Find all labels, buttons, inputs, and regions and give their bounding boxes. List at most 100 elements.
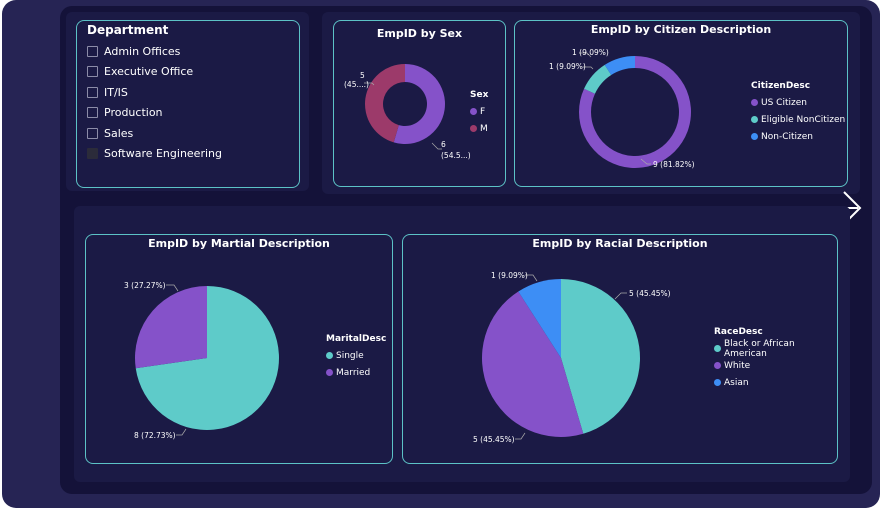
data-label-f-count: 6 — [441, 140, 446, 149]
legend-dot — [751, 133, 758, 140]
data-label-f-pct: (54.5...) — [441, 151, 471, 160]
racial-chart-card[interactable]: EmpID by Racial Description 1 (9.09%) 5 … — [402, 234, 838, 464]
legend-label: White — [724, 360, 751, 371]
label-leader — [525, 274, 538, 282]
checkbox[interactable] — [87, 127, 98, 139]
data-label-black: 5 (45.45%) — [629, 289, 671, 298]
legend-item-white[interactable]: White — [714, 357, 837, 374]
legend-title: CitizenDesc — [751, 81, 811, 91]
label-leader — [176, 428, 187, 436]
slice-f[interactable] — [393, 64, 445, 144]
slice-non-citizen[interactable] — [604, 56, 635, 75]
slicer-list: Admin Offices Executive Office IT/IS Pro… — [87, 41, 222, 164]
chart-title: EmpID by Martial Description — [148, 237, 330, 250]
data-label-asian: 1 (9.09%) — [491, 271, 528, 280]
slicer-item-label: Admin Offices — [104, 44, 181, 58]
label-leader — [640, 158, 651, 165]
legend-label: Eligible NonCitizen — [761, 114, 846, 125]
legend-dot — [714, 345, 721, 352]
slicer-item-label: Production — [104, 106, 163, 120]
slice-white[interactable] — [482, 291, 584, 437]
slicer-item-executive-office[interactable]: Executive Office — [87, 62, 222, 83]
data-label-us-citizen: 9 (81.82%) — [653, 160, 695, 169]
data-label-m-pct: (45....) — [344, 80, 369, 89]
label-leader — [583, 66, 594, 70]
legend-label: Asian — [724, 377, 749, 388]
checkbox[interactable] — [87, 86, 98, 98]
legend-item-m[interactable]: M — [470, 120, 488, 137]
legend-dot — [470, 125, 477, 132]
slicer-item-sales[interactable]: Sales — [87, 123, 222, 144]
legend-item-us-citizen[interactable]: US Citizen — [751, 94, 845, 111]
legend-dot — [326, 369, 333, 376]
citizen-legend: CitizenDesc US Citizen Eligible NonCitiz… — [751, 81, 845, 145]
legend-item-f[interactable]: F — [470, 103, 488, 120]
data-label-eligible: 1 (9.09%) — [549, 62, 586, 71]
legend-label: Non-Citizen — [761, 131, 813, 142]
checkbox-checked[interactable] — [87, 148, 98, 160]
data-label-single: 8 (72.73%) — [134, 431, 176, 440]
slicer-item-label: Software Engineering — [104, 147, 222, 161]
legend-title: MaritalDesc — [326, 334, 387, 344]
slice-eligible-noncitizen[interactable] — [584, 64, 612, 94]
slicer-item-software-engineering[interactable]: Software Engineering — [87, 144, 222, 165]
slice-asian[interactable] — [518, 279, 561, 358]
data-label-m-count: 5 — [360, 71, 365, 80]
legend-label: Single — [336, 350, 364, 361]
sex-chart-card[interactable]: EmpID by Sex 5 (45....) 6 (54.5...) Sex … — [333, 20, 506, 187]
legend-dot — [714, 379, 721, 386]
sex-legend: Sex F M — [470, 90, 488, 137]
slice-single[interactable] — [135, 286, 279, 430]
legend-item-non-citizen[interactable]: Non-Citizen — [751, 128, 845, 145]
marital-chart-card[interactable]: EmpID by Martial Description 3 (27.27%) … — [85, 234, 393, 464]
racial-pie-chart[interactable]: 1 (9.09%) 5 (45.45%) 5 (45.45%) — [403, 235, 839, 465]
marital-pie-chart[interactable]: 3 (27.27%) 8 (72.73%) — [86, 235, 394, 465]
marital-legend: MaritalDesc Single Married — [326, 334, 386, 381]
citizen-chart-card[interactable]: EmpID by Citizen Description 1 (9.09%) 1… — [514, 20, 848, 187]
legend-item-married[interactable]: Married — [326, 364, 386, 381]
legend-dot — [714, 362, 721, 369]
legend-label: Married — [336, 367, 371, 378]
legend-title: RaceDesc — [714, 327, 763, 337]
chart-title: EmpID by Racial Description — [532, 237, 708, 250]
checkbox[interactable] — [87, 45, 98, 57]
legend-title: Sex — [470, 90, 489, 100]
slicer-item-production[interactable]: Production — [87, 103, 222, 124]
slicer-item-admin-offices[interactable]: Admin Offices — [87, 41, 222, 62]
sex-donut-chart[interactable]: 5 (45....) 6 (54.5...) — [334, 21, 507, 188]
chart-title: EmpID by Sex — [376, 27, 463, 40]
label-leader — [166, 284, 179, 292]
slice-black-or-african-american[interactable] — [561, 279, 640, 434]
slicer-item-label: Executive Office — [104, 65, 194, 79]
data-label-white: 5 (45.45%) — [473, 435, 515, 444]
legend-item-asian[interactable]: Asian — [714, 374, 837, 391]
checkbox[interactable] — [87, 66, 98, 78]
label-leader — [364, 82, 375, 86]
slicer-item-label: IT/IS — [104, 85, 128, 99]
slice-m[interactable] — [365, 64, 405, 143]
data-label-non-citizen: 1 (9.09%) — [572, 48, 609, 57]
legend-dot — [751, 116, 758, 123]
data-label-married: 3 (27.27%) — [124, 281, 166, 290]
slicer-item-it-is[interactable]: IT/IS — [87, 82, 222, 103]
label-leader — [614, 292, 627, 300]
legend-item-eligible-noncitizen[interactable]: Eligible NonCitizen — [751, 111, 845, 128]
citizen-donut-chart[interactable]: 1 (9.09%) 1 (9.09%) 9 (81.82%) — [515, 21, 849, 188]
label-leader — [515, 432, 526, 440]
label-leader — [431, 142, 442, 150]
checkbox[interactable] — [87, 107, 98, 119]
slice-married[interactable] — [135, 286, 207, 369]
legend-label: US Citizen — [761, 97, 807, 108]
legend-label: Black or African American — [724, 338, 795, 359]
label-leader — [579, 52, 592, 58]
legend-label: F — [480, 106, 486, 117]
department-slicer: Department Admin Offices Executive Offic… — [76, 20, 300, 188]
legend-dot — [751, 99, 758, 106]
slicer-item-label: Sales — [104, 126, 134, 140]
legend-label: M — [480, 123, 488, 134]
racial-legend: RaceDesc Black or African American White… — [714, 327, 837, 391]
legend-item-black-or-african-american[interactable]: Black or African American — [714, 338, 837, 359]
slicer-title: Department — [87, 23, 169, 37]
legend-item-single[interactable]: Single — [326, 347, 386, 364]
chart-title: EmpID by Citizen Description — [590, 23, 772, 36]
